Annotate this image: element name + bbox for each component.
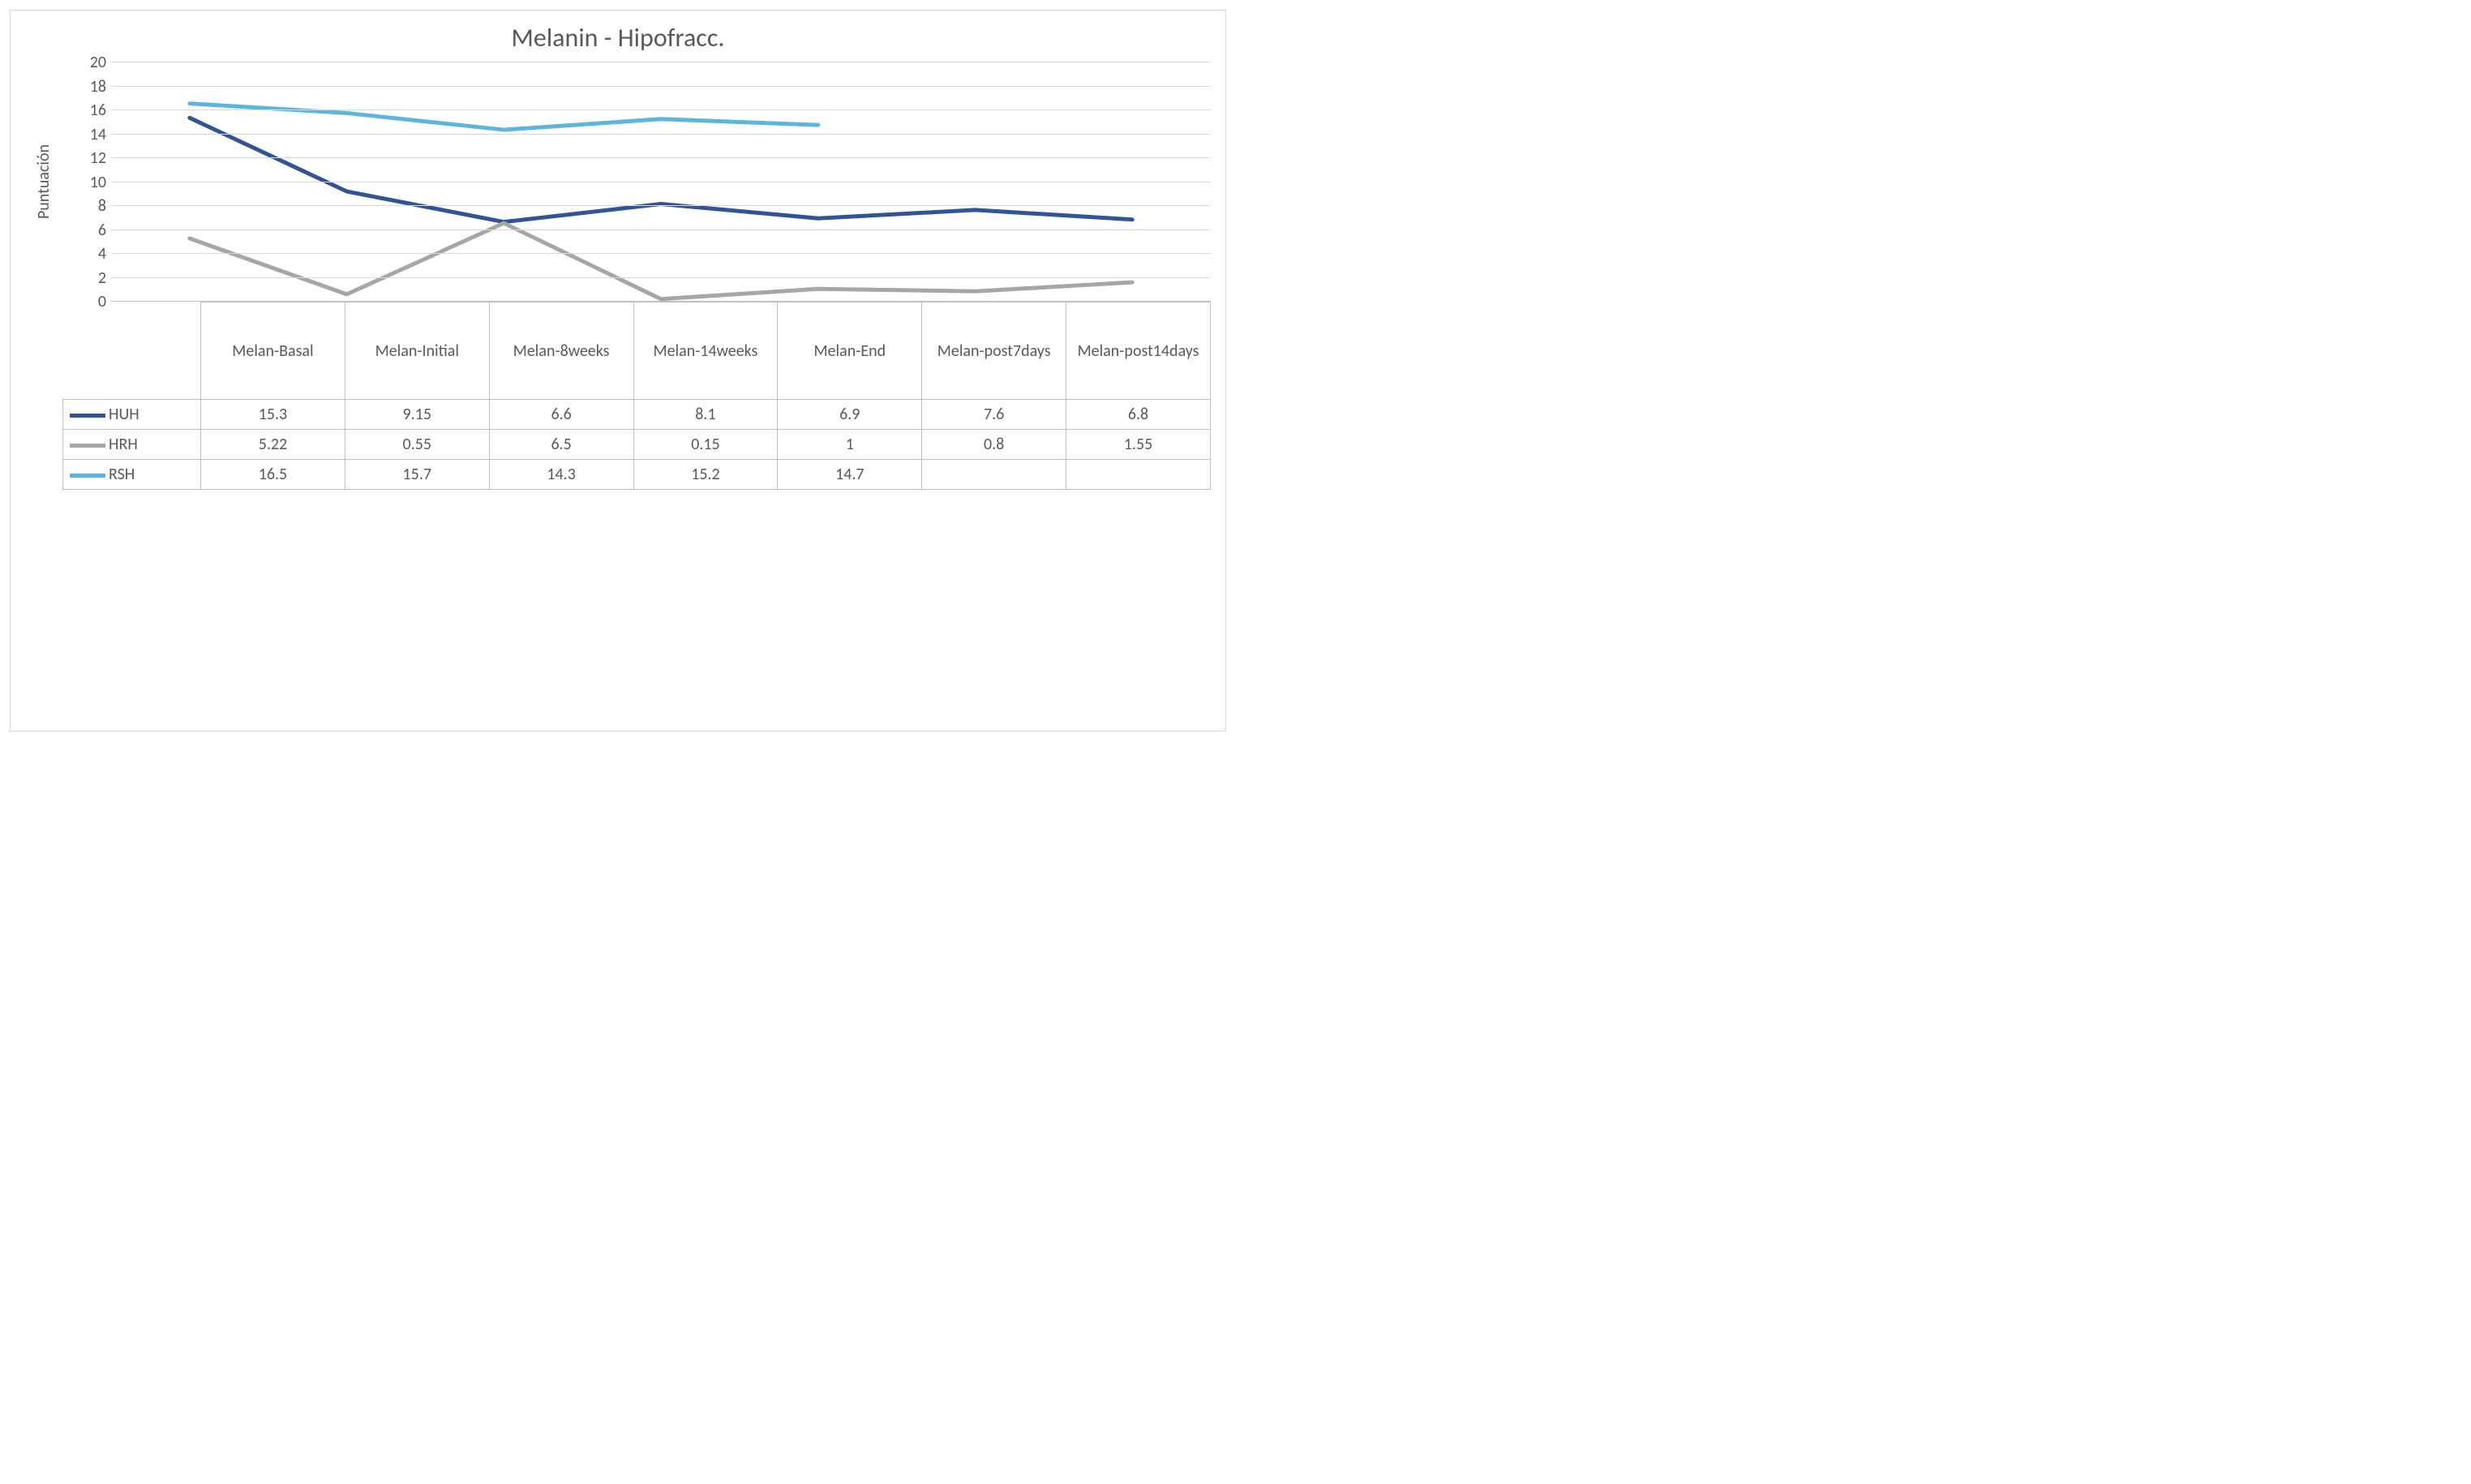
- gridline: [111, 134, 1211, 135]
- series-line: [190, 104, 818, 130]
- data-cell: 6.6: [489, 400, 633, 430]
- table-row: Melan-BasalMelan-InitialMelan-8weeksMela…: [63, 302, 1211, 400]
- gridline: [111, 253, 1211, 254]
- data-cell: 6.5: [489, 430, 633, 460]
- category-label: Melan-post14days: [1066, 302, 1211, 400]
- data-cell: 5.22: [201, 430, 345, 460]
- y-tick-label: 14: [90, 125, 106, 144]
- data-cell: 9.15: [345, 400, 489, 430]
- y-tick-label: 12: [90, 148, 106, 168]
- data-cell: 6.9: [778, 400, 922, 430]
- data-cell: 15.2: [633, 460, 778, 490]
- y-tick-label: 0: [98, 292, 106, 311]
- y-axis-title-cell: Puntuación: [25, 62, 62, 302]
- legend-label: HUH: [109, 405, 139, 424]
- category-label: Melan-8weeks: [489, 302, 633, 400]
- data-cell: 1: [778, 430, 922, 460]
- chart-body: Puntuación 02468101214161820 Melan-Basal…: [25, 62, 1211, 710]
- data-cell: 14.7: [778, 460, 922, 490]
- y-axis-labels: 02468101214161820: [62, 62, 111, 302]
- y-tick-label: 20: [90, 53, 106, 72]
- legend-cell: HUH: [63, 400, 201, 430]
- data-cell: [922, 460, 1066, 490]
- series-line: [190, 223, 1132, 299]
- data-cell: 6.8: [1066, 400, 1211, 430]
- chart-frame: Melanin - Hipofracc. Puntuación 0 2 4 6 8 10 1…: [10, 10, 1226, 731]
- table-row: RSH 16.515.714.315.214.7: [63, 460, 1211, 490]
- data-table: Melan-BasalMelan-InitialMelan-8weeksMela…: [62, 302, 1211, 490]
- y-tick-label: 16: [90, 101, 106, 120]
- gridline: [111, 229, 1211, 230]
- table-row: HUH 15.39.156.68.16.97.66.8: [63, 400, 1211, 430]
- data-cell: 7.6: [922, 400, 1066, 430]
- y-tick-label: 6: [98, 221, 106, 240]
- gridline: [111, 205, 1211, 206]
- data-cell: 0.55: [345, 430, 489, 460]
- data-cell: 15.3: [201, 400, 345, 430]
- legend-swatch: [70, 444, 105, 448]
- y-tick-label: 2: [98, 268, 106, 288]
- category-label: Melan-Initial: [345, 302, 489, 400]
- category-label: Melan-End: [778, 302, 922, 400]
- data-cell: 8.1: [633, 400, 778, 430]
- category-label: Melan-post7days: [922, 302, 1066, 400]
- plot-area: [111, 62, 1211, 302]
- data-cell: [1066, 460, 1211, 490]
- category-label: Melan-14weeks: [633, 302, 778, 400]
- category-label: Melan-Basal: [201, 302, 345, 400]
- y-axis-title: Puntuación: [34, 144, 54, 219]
- data-cell: 15.7: [345, 460, 489, 490]
- legend-swatch: [70, 414, 105, 418]
- y-tick-label: 10: [90, 173, 106, 192]
- data-table-cell: Melan-BasalMelan-InitialMelan-8weeksMela…: [62, 302, 1211, 710]
- gridline: [111, 109, 1211, 110]
- data-cell: 16.5: [201, 460, 345, 490]
- y-tick-label: 18: [90, 77, 106, 97]
- legend-label: HRH: [109, 435, 138, 454]
- table-row: HRH 5.220.556.50.1510.81.55: [63, 430, 1211, 460]
- legend-swatch: [70, 474, 105, 478]
- data-cell: 1.55: [1066, 430, 1211, 460]
- gridline: [111, 86, 1211, 87]
- legend-cell: HRH: [63, 430, 201, 460]
- y-tick-label: 8: [98, 196, 106, 216]
- legend-label: RSH: [109, 465, 135, 484]
- y-tick-label: 4: [98, 244, 106, 264]
- chart-title: Melanin - Hipofracc.: [25, 22, 1211, 54]
- table-cell-empty: [63, 302, 201, 400]
- data-cell: 0.8: [922, 430, 1066, 460]
- gridline: [111, 157, 1211, 158]
- data-cell: 14.3: [489, 460, 633, 490]
- gridline: [111, 277, 1211, 278]
- legend-cell: RSH: [63, 460, 201, 490]
- data-cell: 0.15: [633, 430, 778, 460]
